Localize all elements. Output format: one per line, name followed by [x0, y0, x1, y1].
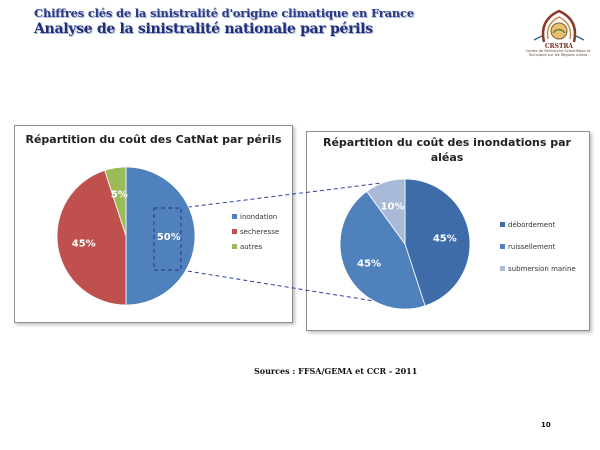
pie2-legend-swatch-1 [500, 244, 505, 249]
highlight-box [153, 207, 182, 271]
logo-acronym: CRSTRA [545, 43, 574, 50]
source-note: Sources : FFSA/GEMA et CCR - 2011 [254, 366, 418, 376]
pie1-data-label-0: 50% [157, 232, 181, 243]
pie1-legend-label-0: inondation [240, 213, 277, 221]
pie2-data-label-2: 10% [381, 202, 405, 213]
pie2-data-label-0: 45% [433, 234, 457, 245]
pie1-legend-swatch-1 [232, 229, 237, 234]
chart-title-inondations: Répartition du coût des inondations par … [323, 136, 571, 164]
pie2-legend-label-2: submersion marine [508, 265, 576, 273]
pie1-legend-swatch-2 [232, 244, 237, 249]
logo-org-name: Centre de Recherche Scientifique et Tech… [525, 49, 591, 58]
pie2-legend-label-0: débordement [508, 221, 556, 229]
pie2-slice-2 [366, 178, 406, 246]
connector-line-top [180, 180, 399, 209]
pie2-slice-0 [404, 178, 471, 307]
pie2-legend-label-1: ruissellement [508, 243, 556, 251]
slide-title: Analyse de la sinistralité nationale par… [34, 21, 373, 37]
pie2-legend-swatch-0 [500, 222, 505, 227]
page-number: 10 [541, 421, 551, 429]
pie2-data-label-1: 45% [357, 258, 381, 269]
crstra-logo-graphic: CRSTRA [533, 9, 585, 50]
chart-title-catnat: Répartition du coût des CatNat par péril… [25, 133, 282, 146]
pie2-legend-swatch-2 [500, 266, 505, 271]
pie1-slice-1 [56, 169, 127, 306]
pie1-slice-2 [104, 166, 127, 237]
slide-subtitle: Chiffres clés de la sinistralité d'origi… [34, 6, 414, 20]
pie1-legend-label-1: secheresse [240, 228, 279, 236]
pie1-legend-swatch-0 [232, 214, 237, 219]
pie1-legend-label-2: autres [240, 243, 263, 251]
pie1-data-label-2: 5% [111, 190, 128, 201]
connector-line-bottom [180, 269, 406, 307]
pie1-data-label-1: 45% [72, 239, 96, 250]
pie2-slice-1 [339, 190, 426, 310]
